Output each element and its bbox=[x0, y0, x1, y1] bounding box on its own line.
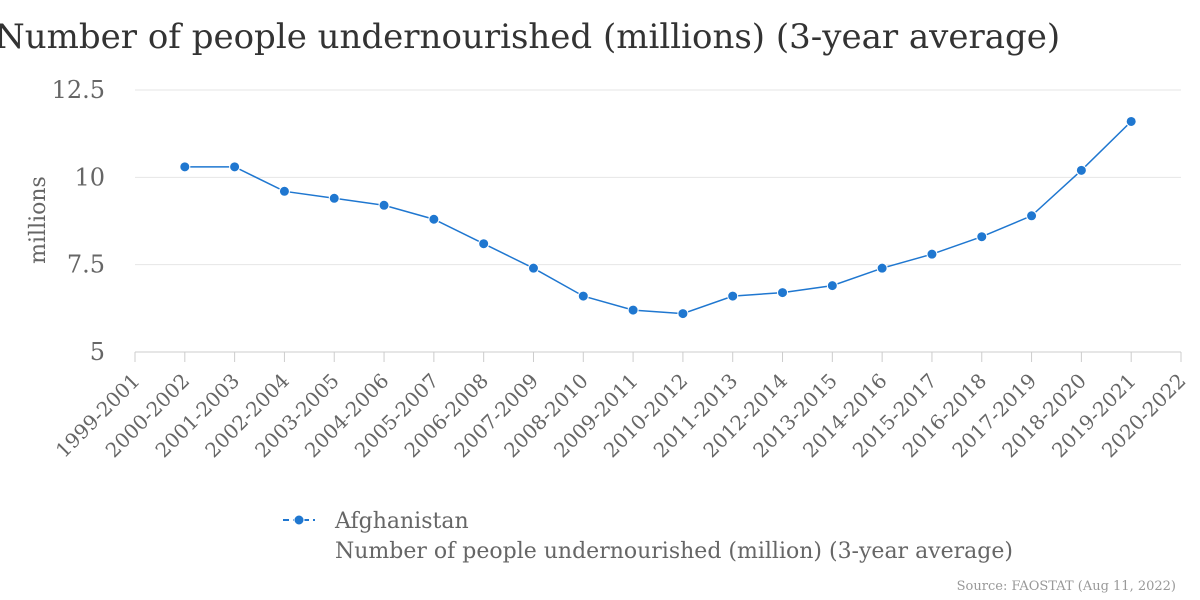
y-axis-label: millions bbox=[26, 176, 51, 264]
data-point[interactable] bbox=[826, 280, 838, 292]
y-tick-label: 7.5 bbox=[67, 251, 105, 279]
data-point[interactable] bbox=[876, 262, 888, 274]
data-point[interactable] bbox=[278, 185, 290, 197]
y-tick-labels: 5 7.5 10 12.5 bbox=[52, 76, 105, 366]
source-credit: Source: FAOSTAT (Aug 11, 2022) bbox=[957, 579, 1176, 594]
data-point[interactable] bbox=[428, 213, 440, 225]
x-axis: 1999-20012000-20022001-20032002-20042003… bbox=[51, 351, 1191, 462]
data-point[interactable] bbox=[478, 238, 490, 250]
data-point[interactable] bbox=[527, 262, 539, 274]
data-point[interactable] bbox=[727, 290, 739, 302]
series-layer bbox=[179, 115, 1137, 320]
chart-title: Number of people undernourished (million… bbox=[0, 17, 1060, 57]
data-point[interactable] bbox=[1075, 164, 1087, 176]
data-point[interactable] bbox=[627, 304, 639, 316]
y-tick-label: 12.5 bbox=[52, 76, 105, 104]
legend-series-subtitle: Number of people undernourished (million… bbox=[335, 539, 1013, 564]
data-point[interactable] bbox=[179, 161, 191, 173]
data-point[interactable] bbox=[926, 248, 938, 260]
legend[interactable]: Afghanistan Number of people undernouris… bbox=[283, 509, 1013, 564]
data-point[interactable] bbox=[1026, 210, 1038, 222]
gridlines bbox=[135, 89, 1181, 266]
series-line bbox=[184, 120, 1132, 315]
data-point[interactable] bbox=[328, 192, 340, 204]
y-tick-label: 10 bbox=[74, 163, 105, 191]
y-tick-label: 5 bbox=[90, 338, 105, 366]
data-point[interactable] bbox=[677, 308, 689, 320]
data-point[interactable] bbox=[577, 290, 589, 302]
legend-series-name: Afghanistan bbox=[334, 509, 469, 534]
data-point[interactable] bbox=[976, 231, 988, 243]
data-point[interactable] bbox=[1125, 115, 1137, 127]
data-point[interactable] bbox=[378, 199, 390, 211]
data-point[interactable] bbox=[777, 287, 789, 299]
data-point[interactable] bbox=[229, 161, 241, 173]
legend-marker bbox=[293, 514, 305, 526]
